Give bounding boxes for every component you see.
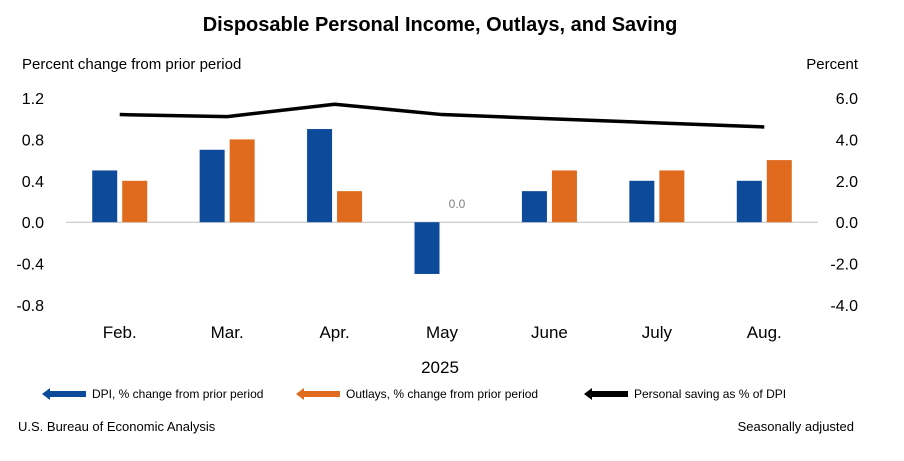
right-axis-tick-label: 6.0 bbox=[836, 91, 858, 108]
category-label: Apr. bbox=[319, 323, 349, 342]
left-axis-title: Percent change from prior period bbox=[22, 56, 242, 73]
legend-dpi-label: DPI, % change from prior period bbox=[92, 387, 264, 401]
right-axis-title: Percent bbox=[806, 56, 858, 73]
category-label: Aug. bbox=[747, 323, 782, 342]
outlays-bar bbox=[122, 180, 148, 223]
category-label: July bbox=[642, 323, 673, 342]
category-label: June bbox=[531, 323, 568, 342]
dpi-bar bbox=[629, 180, 655, 223]
left-axis-tick-label: -0.8 bbox=[16, 298, 44, 315]
legend-item-saving: Personal saving as % of DPI bbox=[584, 386, 786, 402]
left-axis-tick-label: 1.2 bbox=[22, 91, 44, 108]
dpi-bar bbox=[92, 170, 118, 223]
seasonal-note: Seasonally adjusted bbox=[737, 419, 854, 434]
legend-saving-label: Personal saving as % of DPI bbox=[634, 387, 787, 401]
outlays-bar bbox=[551, 170, 577, 223]
left-axis-tick-label: 0.4 bbox=[22, 174, 44, 191]
right-axis-tick-label: -4.0 bbox=[830, 298, 858, 315]
dpi-bar bbox=[521, 191, 547, 223]
category-label: Mar. bbox=[211, 323, 244, 342]
category-label: May bbox=[426, 323, 459, 342]
legend-dpi-swatch bbox=[42, 388, 86, 400]
right-axis-tick-label: 2.0 bbox=[836, 174, 858, 191]
outlays-bar bbox=[659, 170, 685, 223]
right-axis-tick-label: -2.0 bbox=[830, 257, 858, 274]
left-axis-tick-label: 0.0 bbox=[22, 215, 44, 232]
dpi-bar bbox=[736, 180, 762, 223]
legend-item-dpi: DPI, % change from prior period bbox=[42, 386, 263, 402]
outlays-bar bbox=[337, 191, 363, 223]
dpi-bar bbox=[199, 149, 225, 223]
left-axis-tick-label: 0.8 bbox=[22, 132, 44, 149]
right-axis-tick-label: 0.0 bbox=[836, 215, 858, 232]
outlays-bar bbox=[229, 139, 255, 223]
saving-line bbox=[119, 102, 765, 129]
legend-saving-swatch bbox=[584, 388, 628, 400]
right-axis-tick-label: 4.0 bbox=[836, 132, 858, 149]
category-label: Feb. bbox=[103, 323, 137, 342]
x-axis-title: 2025 bbox=[421, 358, 459, 377]
legend-outlays-swatch bbox=[296, 388, 340, 400]
data-label: 0.0 bbox=[449, 197, 466, 211]
outlays-bar bbox=[766, 160, 792, 223]
legend-item-outlays: Outlays, % change from prior period bbox=[296, 386, 538, 402]
source-note: U.S. Bureau of Economic Analysis bbox=[18, 419, 216, 434]
dpi-bar bbox=[307, 129, 333, 223]
left-axis-tick-label: -0.4 bbox=[16, 257, 44, 274]
dpi-bar bbox=[414, 222, 440, 274]
legend-outlays-label: Outlays, % change from prior period bbox=[346, 387, 539, 401]
chart-title: Disposable Personal Income, Outlays, and… bbox=[202, 14, 678, 36]
